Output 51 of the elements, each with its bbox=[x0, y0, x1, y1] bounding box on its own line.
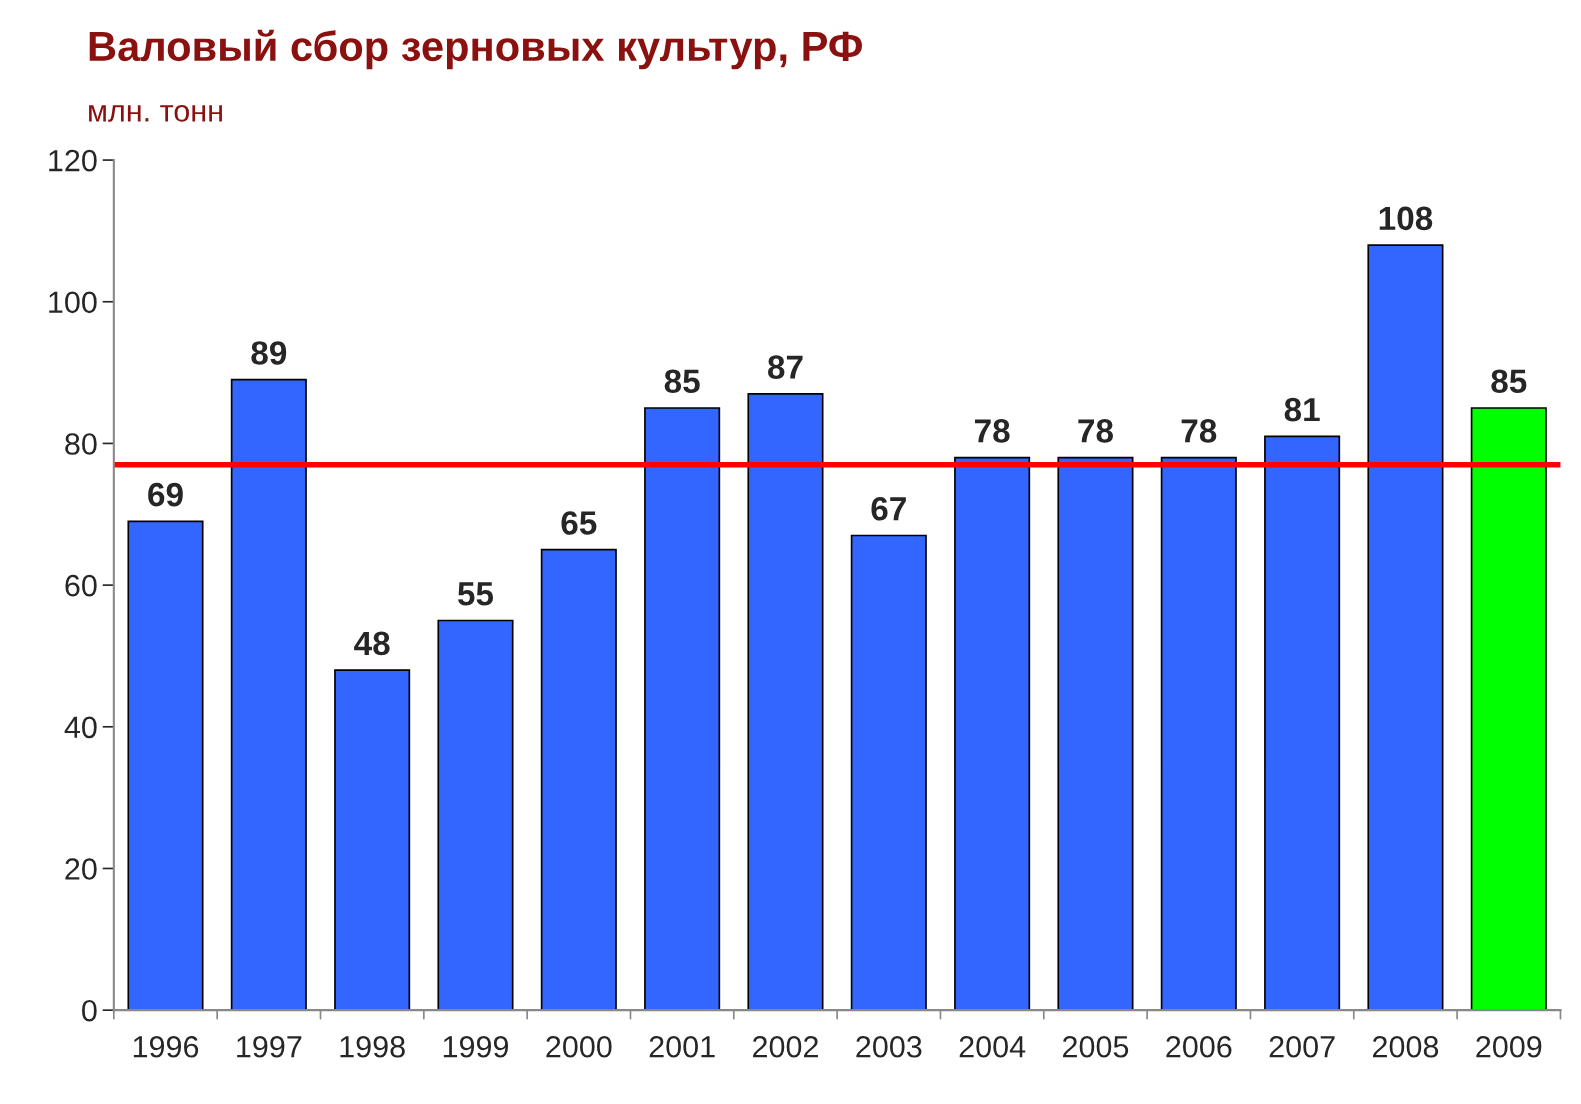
x-tick-label: 2003 bbox=[856, 1035, 922, 1058]
y-tick-label: 60 bbox=[65, 574, 97, 597]
x-tick-label: 2001 bbox=[649, 1035, 715, 1058]
x-tick-label: 2005 bbox=[1063, 1035, 1129, 1058]
y-tick-label: 40 bbox=[64, 716, 97, 739]
bar bbox=[644, 407, 721, 1011]
bar bbox=[747, 393, 824, 1011]
x-tick-label: 2009 bbox=[1476, 1035, 1542, 1058]
x-tick-label: 1998 bbox=[340, 1035, 405, 1058]
y-tick-label: 100 bbox=[49, 291, 97, 314]
y-tick-label: 20 bbox=[65, 858, 97, 880]
x-tick-label: 2000 bbox=[546, 1035, 612, 1058]
data-label: 78 bbox=[975, 419, 1010, 443]
data-label: 78 bbox=[1078, 419, 1113, 443]
y-tick-label: 0 bbox=[82, 999, 97, 1022]
bar bbox=[540, 548, 617, 1011]
bar bbox=[230, 378, 307, 1011]
data-label: 48 bbox=[354, 631, 390, 656]
x-tick-label: 2007 bbox=[1269, 1035, 1335, 1058]
x-tick-label: 1997 bbox=[237, 1035, 302, 1058]
x-tick-label: 2006 bbox=[1166, 1035, 1232, 1058]
x-tick-label: 1996 bbox=[133, 1035, 199, 1058]
bar bbox=[954, 456, 1031, 1011]
chart-subtitle: млн. тонн bbox=[89, 105, 222, 122]
x-tick-label: 2008 bbox=[1373, 1035, 1439, 1058]
y-tick-label: 80 bbox=[65, 433, 97, 455]
data-label: 108 bbox=[1379, 206, 1433, 231]
bar bbox=[127, 520, 204, 1011]
y-tick-label: 120 bbox=[49, 149, 97, 172]
data-label: 85 bbox=[664, 369, 700, 394]
data-label: 65 bbox=[561, 511, 597, 535]
bar bbox=[1367, 244, 1444, 1011]
data-label: 87 bbox=[768, 355, 803, 379]
bar bbox=[850, 534, 927, 1011]
data-label: 78 bbox=[1181, 419, 1217, 443]
data-label: 55 bbox=[457, 582, 494, 606]
bar bbox=[1264, 435, 1341, 1011]
bar bbox=[437, 619, 514, 1011]
data-label: 85 bbox=[1491, 369, 1527, 394]
bar bbox=[334, 669, 411, 1011]
data-label: 81 bbox=[1284, 397, 1320, 422]
bar bbox=[1057, 456, 1134, 1011]
bar bbox=[1470, 407, 1547, 1011]
x-tick-label: 1999 bbox=[443, 1035, 509, 1058]
x-tick-label: 2004 bbox=[959, 1035, 1026, 1058]
x-tick-label: 2002 bbox=[753, 1035, 818, 1058]
chart-title: Валовый сбор зерновых культур, РФ bbox=[89, 29, 862, 70]
data-label: 69 bbox=[148, 482, 183, 507]
data-label: 67 bbox=[871, 497, 906, 521]
data-label: 89 bbox=[251, 341, 287, 365]
bar bbox=[1160, 456, 1237, 1011]
